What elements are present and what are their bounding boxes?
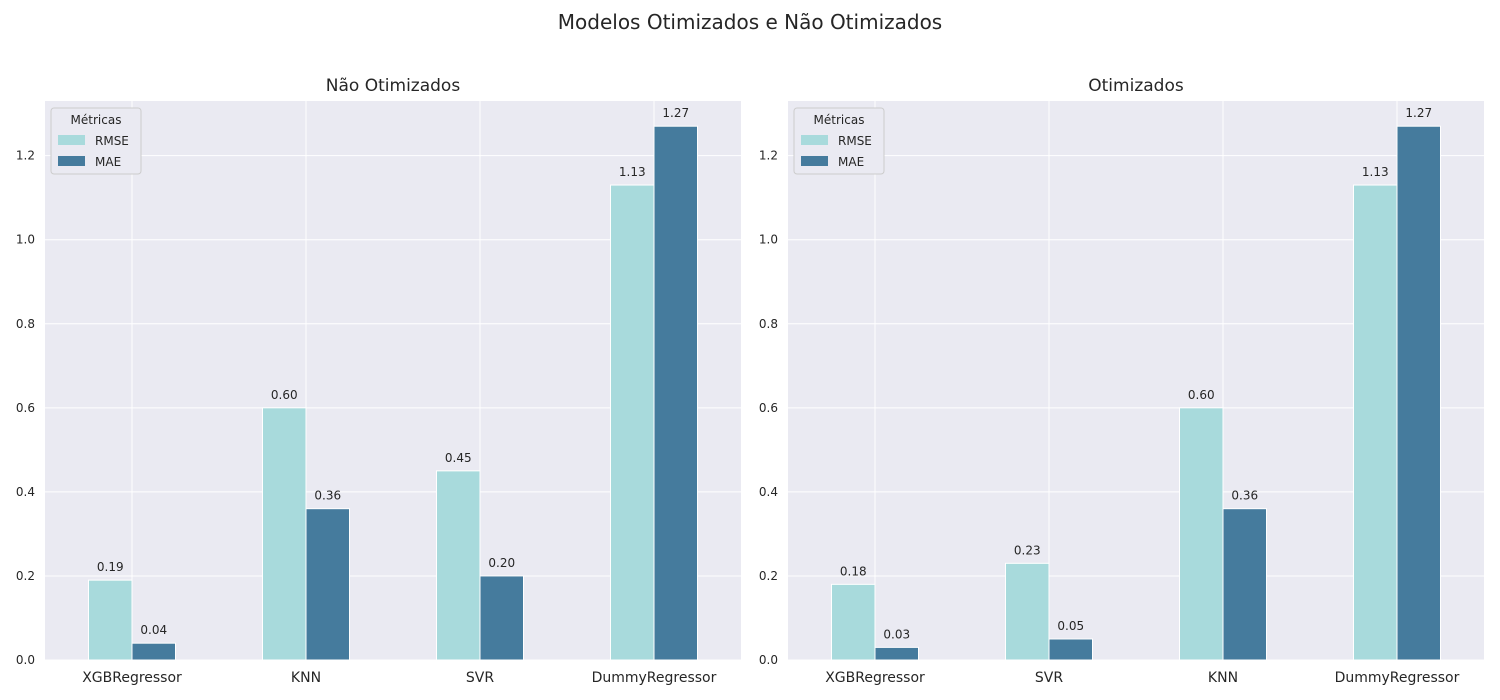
panel-title: Não Otimizados bbox=[326, 76, 461, 96]
bar-value-label: 0.36 bbox=[314, 489, 341, 503]
chart-panel-otimizados: 0.0 0.2 0.4 0.6 0.8 1.0 1.2 0.18 0.23 0.60 1.13 0.0… bbox=[759, 76, 1484, 686]
bar-value-label: 1.27 bbox=[662, 106, 689, 120]
bar-mae bbox=[653, 125, 698, 661]
bar-rmse bbox=[1179, 407, 1224, 661]
x-tick-label: XGBRegressor bbox=[825, 670, 925, 686]
x-tick-label: DummyRegressor bbox=[1335, 670, 1460, 686]
y-tick-label: 0.8 bbox=[759, 317, 778, 331]
y-tick-label: 0.0 bbox=[16, 653, 35, 667]
bar-value-label: 0.18 bbox=[840, 564, 867, 578]
x-tick-label: SVR bbox=[1035, 670, 1063, 686]
y-tick-label: 0.2 bbox=[16, 569, 35, 583]
figure-title: Modelos Otimizados e Não Otimizados bbox=[558, 10, 942, 34]
bar-rmse bbox=[831, 583, 876, 661]
bar-value-label: 0.19 bbox=[97, 560, 124, 574]
y-tick-label: 0.6 bbox=[16, 401, 35, 415]
legend-title: Métricas bbox=[814, 113, 865, 127]
legend-swatch-mae bbox=[801, 156, 828, 166]
y-tick-label: 0.8 bbox=[16, 317, 35, 331]
y-tick-label: 1.2 bbox=[759, 149, 778, 163]
bar-mae bbox=[874, 646, 919, 661]
x-tick-label: DummyRegressor bbox=[592, 670, 717, 686]
bar-rmse bbox=[1005, 562, 1050, 661]
bar-mae bbox=[131, 642, 176, 661]
bar-value-label: 0.60 bbox=[271, 388, 298, 402]
x-tick-label: XGBRegressor bbox=[82, 670, 182, 686]
bar-mae bbox=[479, 575, 524, 661]
legend-title: Métricas bbox=[71, 113, 122, 127]
bar-mae bbox=[1396, 125, 1441, 661]
y-tick-label: 1.0 bbox=[16, 233, 35, 247]
bar-value-label: 0.03 bbox=[883, 627, 910, 641]
y-tick-label: 1.2 bbox=[16, 149, 35, 163]
y-tick-label: 0.4 bbox=[759, 485, 778, 499]
legend-entry: RMSE bbox=[838, 134, 872, 148]
bar-value-label: 0.20 bbox=[488, 556, 515, 570]
bar-rmse bbox=[262, 407, 307, 661]
legend-entry: MAE bbox=[95, 155, 121, 169]
bar-value-label: 0.04 bbox=[140, 623, 167, 637]
legend-swatch-mae bbox=[58, 156, 85, 166]
y-tick-label: 1.0 bbox=[759, 233, 778, 247]
bar-value-label: 1.13 bbox=[619, 165, 646, 179]
bar-value-label: 1.13 bbox=[1362, 165, 1389, 179]
legend: Métricas RMSE MAE bbox=[793, 107, 885, 175]
y-tick-label: 0.0 bbox=[759, 653, 778, 667]
bar-value-label: 0.45 bbox=[445, 451, 472, 465]
panel-title: Otimizados bbox=[1088, 76, 1184, 96]
bar-mae bbox=[1048, 638, 1093, 661]
bar-value-label: 0.05 bbox=[1057, 619, 1084, 633]
bar-rmse bbox=[88, 579, 133, 661]
chart-panel-nao-otimizados: 0.0 0.2 0.4 0.6 0.8 1.0 1.2 0.19 0.60 0.45 1.13 0.0… bbox=[16, 76, 741, 686]
bar-rmse bbox=[610, 184, 655, 661]
y-tick-label: 0.6 bbox=[759, 401, 778, 415]
y-tick-label: 0.2 bbox=[759, 569, 778, 583]
legend-swatch-rmse bbox=[58, 135, 85, 145]
legend: Métricas RMSE MAE bbox=[50, 107, 142, 175]
legend-entry: RMSE bbox=[95, 134, 129, 148]
bar-value-label: 1.27 bbox=[1405, 106, 1432, 120]
x-tick-label: SVR bbox=[466, 670, 494, 686]
legend-entry: MAE bbox=[838, 155, 864, 169]
bar-mae bbox=[1222, 508, 1267, 661]
x-tick-label: KNN bbox=[1208, 670, 1238, 686]
x-tick-label: KNN bbox=[291, 670, 321, 686]
bar-value-label: 0.36 bbox=[1231, 489, 1258, 503]
bar-value-label: 0.23 bbox=[1014, 543, 1041, 557]
legend-swatch-rmse bbox=[801, 135, 828, 145]
y-tick-label: 0.4 bbox=[16, 485, 35, 499]
bar-rmse bbox=[436, 470, 481, 661]
bar-rmse bbox=[1353, 184, 1398, 661]
bar-mae bbox=[305, 508, 350, 661]
bar-value-label: 0.60 bbox=[1188, 388, 1215, 402]
